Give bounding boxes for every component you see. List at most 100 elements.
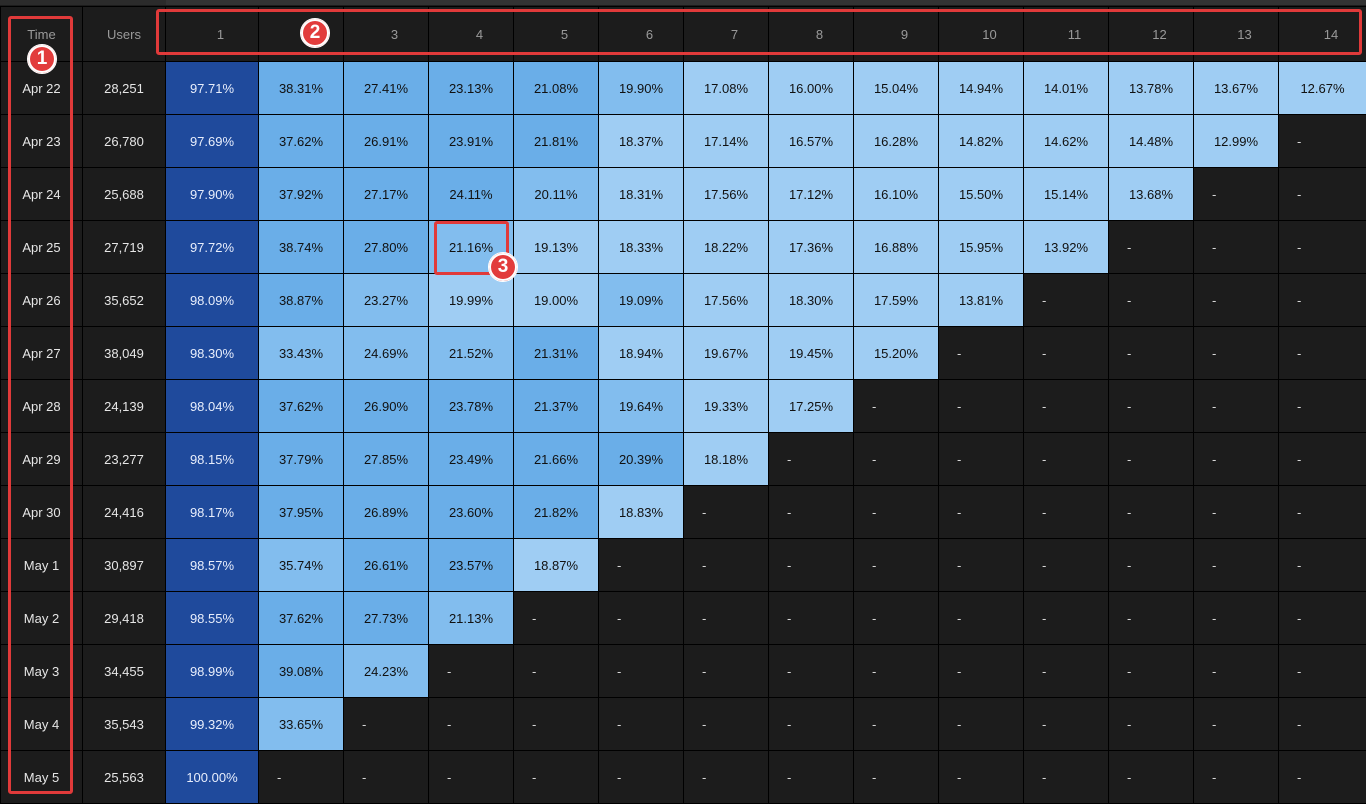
retention-cell[interactable]: 14.48%	[1108, 114, 1194, 168]
period-header-8[interactable]: 8	[768, 6, 854, 62]
retention-cell[interactable]: 16.00%	[768, 61, 854, 115]
retention-cell[interactable]: 97.71%	[165, 61, 259, 115]
retention-cell[interactable]: 13.92%	[1023, 220, 1109, 274]
retention-cell[interactable]: 97.72%	[165, 220, 259, 274]
retention-cell[interactable]: 27.41%	[343, 61, 429, 115]
retention-cell[interactable]: 21.82%	[513, 485, 599, 539]
period-header-13[interactable]: 13	[1193, 6, 1279, 62]
retention-cell[interactable]: 21.13%	[428, 591, 514, 645]
retention-cell[interactable]: 23.60%	[428, 485, 514, 539]
retention-cell[interactable]: 37.62%	[258, 379, 344, 433]
retention-cell[interactable]: 19.45%	[768, 326, 854, 380]
retention-cell[interactable]: 98.17%	[165, 485, 259, 539]
retention-cell[interactable]: 18.37%	[598, 114, 684, 168]
retention-cell[interactable]: 99.32%	[165, 697, 259, 751]
retention-cell[interactable]: 12.67%	[1278, 61, 1366, 115]
retention-cell[interactable]: 13.68%	[1108, 167, 1194, 221]
retention-cell[interactable]: 17.08%	[683, 61, 769, 115]
retention-cell[interactable]: 21.37%	[513, 379, 599, 433]
retention-cell[interactable]: 13.67%	[1193, 61, 1279, 115]
retention-cell[interactable]: 98.99%	[165, 644, 259, 698]
retention-cell[interactable]: 21.66%	[513, 432, 599, 486]
retention-cell[interactable]: 20.11%	[513, 167, 599, 221]
retention-cell[interactable]: 33.43%	[258, 326, 344, 380]
retention-cell[interactable]: 23.91%	[428, 114, 514, 168]
retention-cell[interactable]: 19.64%	[598, 379, 684, 433]
period-header-6[interactable]: 6	[598, 6, 684, 62]
period-header-14[interactable]: 14	[1278, 6, 1366, 62]
retention-cell[interactable]: 39.08%	[258, 644, 344, 698]
retention-cell[interactable]: 23.27%	[343, 273, 429, 327]
retention-cell[interactable]: 19.00%	[513, 273, 599, 327]
retention-cell[interactable]: 18.87%	[513, 538, 599, 592]
retention-cell[interactable]: 23.13%	[428, 61, 514, 115]
retention-cell[interactable]: 13.81%	[938, 273, 1024, 327]
retention-cell[interactable]: 19.90%	[598, 61, 684, 115]
retention-cell[interactable]: 15.95%	[938, 220, 1024, 274]
period-header-7[interactable]: 7	[683, 6, 769, 62]
retention-cell[interactable]: 27.80%	[343, 220, 429, 274]
retention-cell[interactable]: 97.69%	[165, 114, 259, 168]
retention-cell[interactable]: 98.57%	[165, 538, 259, 592]
retention-cell[interactable]: 15.14%	[1023, 167, 1109, 221]
retention-cell[interactable]: 17.25%	[768, 379, 854, 433]
retention-cell[interactable]: 26.61%	[343, 538, 429, 592]
retention-cell[interactable]: 24.69%	[343, 326, 429, 380]
period-header-1[interactable]: 1	[165, 6, 259, 62]
retention-cell[interactable]: 12.99%	[1193, 114, 1279, 168]
retention-cell[interactable]: 27.85%	[343, 432, 429, 486]
retention-cell[interactable]: 26.90%	[343, 379, 429, 433]
retention-cell[interactable]: 38.87%	[258, 273, 344, 327]
retention-cell[interactable]: 16.10%	[853, 167, 939, 221]
retention-cell[interactable]: 17.36%	[768, 220, 854, 274]
retention-cell[interactable]: 97.90%	[165, 167, 259, 221]
retention-cell[interactable]: 18.83%	[598, 485, 684, 539]
retention-cell[interactable]: 98.30%	[165, 326, 259, 380]
retention-cell[interactable]: 14.94%	[938, 61, 1024, 115]
retention-cell[interactable]: 16.88%	[853, 220, 939, 274]
retention-cell[interactable]: 24.11%	[428, 167, 514, 221]
retention-cell[interactable]: 26.91%	[343, 114, 429, 168]
retention-cell[interactable]: 21.08%	[513, 61, 599, 115]
retention-cell[interactable]: 18.18%	[683, 432, 769, 486]
retention-cell[interactable]: 37.62%	[258, 114, 344, 168]
retention-cell[interactable]: 37.62%	[258, 591, 344, 645]
retention-cell[interactable]: 23.57%	[428, 538, 514, 592]
period-header-11[interactable]: 11	[1023, 6, 1109, 62]
retention-cell[interactable]: 37.95%	[258, 485, 344, 539]
retention-cell[interactable]: 14.01%	[1023, 61, 1109, 115]
retention-cell[interactable]: 17.14%	[683, 114, 769, 168]
retention-cell[interactable]: 16.28%	[853, 114, 939, 168]
period-header-3[interactable]: 3	[343, 6, 429, 62]
retention-cell[interactable]: 17.12%	[768, 167, 854, 221]
retention-cell[interactable]: 18.22%	[683, 220, 769, 274]
retention-cell[interactable]: 38.31%	[258, 61, 344, 115]
retention-cell[interactable]: 21.81%	[513, 114, 599, 168]
retention-cell[interactable]: 37.79%	[258, 432, 344, 486]
retention-cell[interactable]: 18.33%	[598, 220, 684, 274]
period-header-4[interactable]: 4	[428, 6, 514, 62]
retention-cell[interactable]: 14.62%	[1023, 114, 1109, 168]
users-column-header[interactable]: Users	[82, 6, 166, 62]
period-header-9[interactable]: 9	[853, 6, 939, 62]
retention-cell[interactable]: 18.94%	[598, 326, 684, 380]
retention-cell[interactable]: 14.82%	[938, 114, 1024, 168]
retention-cell[interactable]: 18.31%	[598, 167, 684, 221]
retention-cell[interactable]: 38.74%	[258, 220, 344, 274]
retention-cell[interactable]: 21.52%	[428, 326, 514, 380]
period-header-10[interactable]: 10	[938, 6, 1024, 62]
retention-cell[interactable]: 33.65%	[258, 697, 344, 751]
retention-cell[interactable]: 98.15%	[165, 432, 259, 486]
retention-cell[interactable]: 26.89%	[343, 485, 429, 539]
retention-cell[interactable]: 21.31%	[513, 326, 599, 380]
retention-cell[interactable]: 100.00%	[165, 750, 259, 804]
retention-cell[interactable]: 16.57%	[768, 114, 854, 168]
retention-cell[interactable]: 18.30%	[768, 273, 854, 327]
retention-cell[interactable]: 98.55%	[165, 591, 259, 645]
retention-cell[interactable]: 98.09%	[165, 273, 259, 327]
retention-cell[interactable]: 23.49%	[428, 432, 514, 486]
retention-cell[interactable]: 27.73%	[343, 591, 429, 645]
retention-cell[interactable]: 98.04%	[165, 379, 259, 433]
retention-cell[interactable]: 24.23%	[343, 644, 429, 698]
retention-cell[interactable]: 17.56%	[683, 273, 769, 327]
